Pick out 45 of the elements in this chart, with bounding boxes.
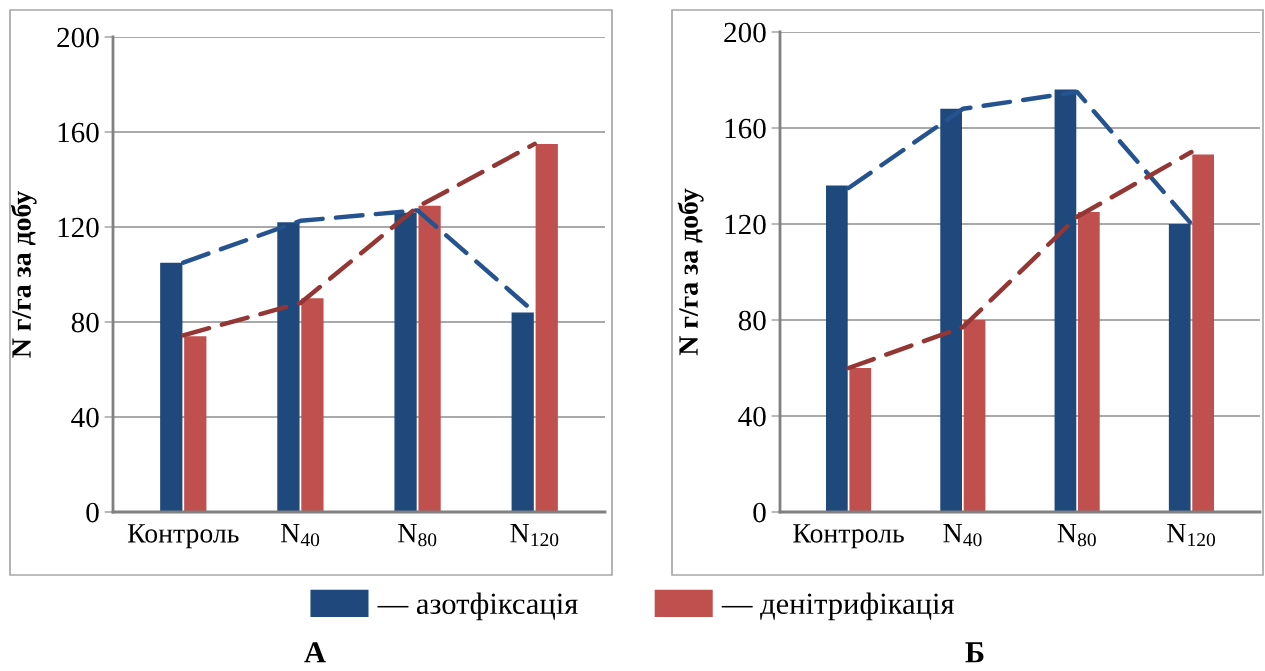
bar xyxy=(826,185,848,512)
bar xyxy=(301,298,324,512)
legend-label: — денітрифікація xyxy=(721,592,954,621)
x-tick-label: N$_{80}$ xyxy=(398,524,437,547)
x-tick-label: N$_{40}$ xyxy=(280,524,320,547)
y-tick-label: 120 xyxy=(725,214,766,235)
bar xyxy=(277,222,300,512)
y-tick-label: 0 xyxy=(753,502,766,523)
y-tick-label: 160 xyxy=(58,122,99,143)
x-tick-label: N$_{80}$ xyxy=(1057,524,1096,547)
y-tick-label: 120 xyxy=(58,217,99,238)
x-tick-label: Контроль xyxy=(127,524,239,549)
y-tick-label: 0 xyxy=(86,502,99,523)
x-tick-label: Контроль xyxy=(793,524,904,549)
bar xyxy=(1192,154,1214,512)
text: Б xyxy=(965,642,984,663)
y-tick-label: 200 xyxy=(724,22,766,43)
line-series xyxy=(846,89,1194,227)
bar xyxy=(418,205,441,512)
y-tick-label: 40 xyxy=(71,407,99,428)
bar xyxy=(160,262,183,512)
bar xyxy=(184,336,207,512)
y-tick-label: 160 xyxy=(725,118,766,139)
bar xyxy=(1078,212,1100,512)
bar xyxy=(511,312,534,512)
y-tick-label: 200 xyxy=(57,27,99,48)
x-tick-label: N$_{40}$ xyxy=(943,524,982,547)
bar xyxy=(535,143,558,512)
bar xyxy=(963,320,986,512)
x-tick-label: N$_{120}$ xyxy=(1167,524,1215,547)
y-tick-label: 40 xyxy=(738,406,766,427)
y-axis-title: N г/га за добу xyxy=(10,191,37,358)
text: А xyxy=(304,642,326,663)
bar xyxy=(849,368,872,512)
x-tick-label: N$_{120}$ xyxy=(510,524,559,547)
bar xyxy=(940,108,962,512)
y-axis-title: N г/га за добу xyxy=(677,188,704,356)
legend-label: — азотфіксація xyxy=(377,592,578,621)
bar xyxy=(1054,89,1077,512)
bar xyxy=(394,212,417,512)
y-tick-label: 80 xyxy=(738,310,766,331)
y-tick-label: 80 xyxy=(71,312,99,333)
line-series xyxy=(181,141,537,338)
bar xyxy=(1168,224,1191,512)
line-series xyxy=(846,149,1194,371)
